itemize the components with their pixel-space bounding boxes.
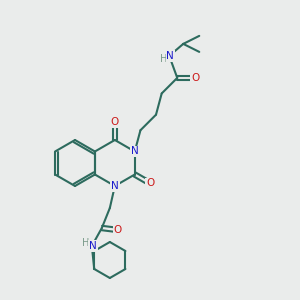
Text: N: N — [167, 51, 174, 61]
Text: H: H — [82, 238, 89, 248]
Text: O: O — [146, 178, 154, 188]
Text: O: O — [114, 225, 122, 235]
Text: N: N — [89, 241, 97, 251]
Text: N: N — [131, 146, 139, 157]
Text: N: N — [111, 181, 119, 191]
Text: H: H — [160, 54, 167, 64]
Text: O: O — [191, 73, 200, 83]
Text: O: O — [111, 117, 119, 127]
